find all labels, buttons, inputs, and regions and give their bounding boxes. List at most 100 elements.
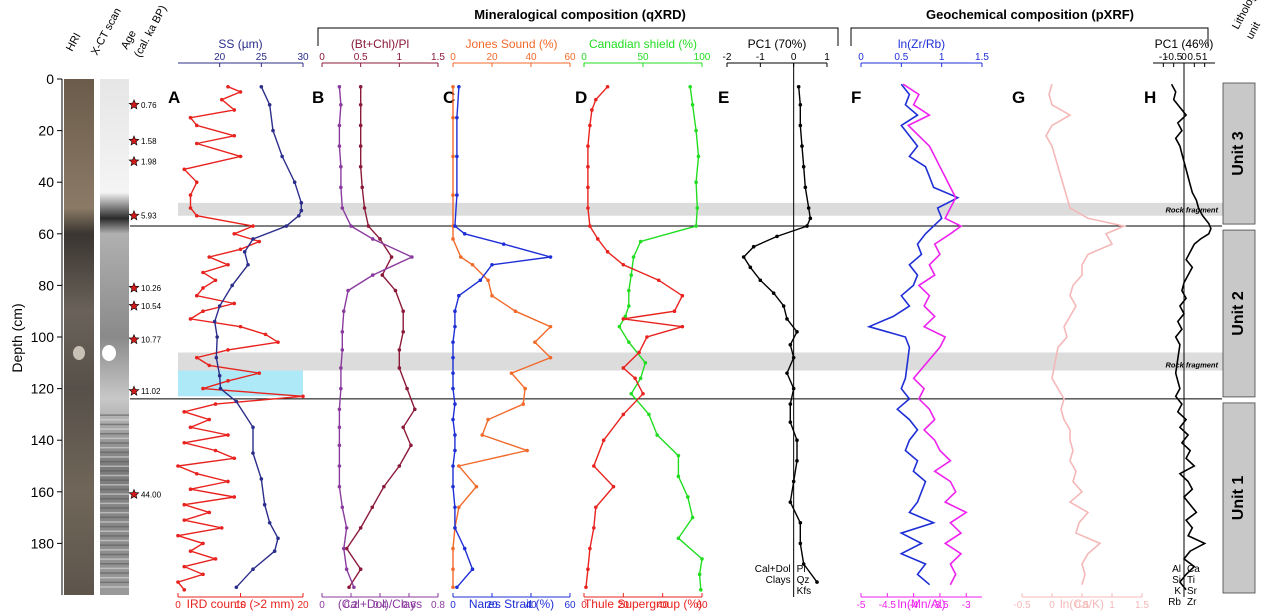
series-line-F-zr — [866, 83, 960, 586]
data-point-A-ss — [262, 502, 267, 507]
bottom-tick-label-D: 20 — [618, 600, 630, 611]
data-point-B-caldol — [352, 585, 356, 590]
data-point-A-ird — [201, 270, 205, 275]
data-point-C-jones — [548, 355, 553, 360]
data-point-C-nares — [457, 84, 461, 89]
hri-core-image — [64, 79, 94, 595]
top-axis-label-D: Canadian shield (%) — [589, 37, 697, 51]
bottom-tick-label-A: 10 — [235, 600, 247, 611]
data-point-C-jones — [509, 371, 514, 375]
data-point-D-shield — [629, 391, 633, 396]
data-point-D-shield — [688, 84, 692, 89]
pc-end-label-right-E: Kfs — [797, 586, 811, 597]
series-line-A-ss — [213, 86, 302, 588]
data-point-A-ird — [182, 167, 187, 172]
data-point-E-pc1 — [798, 123, 803, 128]
pc-end-label-right-E: Qz — [797, 575, 810, 586]
data-point-D-thule — [594, 97, 598, 102]
data-point-A-ird — [182, 440, 187, 445]
data-point-C-jones — [548, 324, 553, 329]
top-axis-label-H: PC1 (46%) — [1155, 37, 1214, 51]
depth-tick-label: 80 — [38, 277, 54, 293]
data-point-E-pc1 — [795, 438, 799, 443]
data-point-C-jones — [451, 585, 455, 590]
data-point-C-nares — [478, 278, 483, 283]
section-headers: Mineralogical composition (qXRD) Geochem… — [317, 7, 1209, 46]
data-point-A-ird — [188, 115, 193, 120]
top-tick-label-F: 1 — [939, 52, 945, 63]
data-point-B-caldol — [337, 407, 342, 412]
xct-band — [100, 488, 129, 491]
data-point-E-pc1 — [775, 234, 779, 239]
data-point-E-pc1 — [791, 355, 796, 360]
data-point-B-btchl — [397, 366, 402, 370]
data-point-C-jones — [451, 154, 455, 159]
xct-band — [100, 428, 129, 430]
data-point-E-pc1 — [748, 265, 753, 270]
data-point-C-nares — [453, 402, 457, 406]
bottom-tick-label-F: -5 — [857, 600, 866, 611]
bottom-tick-label-G: 0 — [1049, 600, 1055, 611]
data-point-D-shield — [700, 557, 704, 561]
pc-end-label-right-H: Sr — [1187, 586, 1198, 597]
data-point-E-pc1 — [785, 371, 789, 375]
data-point-D-shield — [686, 495, 690, 499]
depth-tick-label: 140 — [31, 432, 55, 448]
data-point-A-ird — [263, 332, 268, 337]
age-label: 5.93 — [141, 212, 157, 221]
bottom-tick-label-B: 0.2 — [344, 600, 358, 611]
data-point-A-ird — [238, 324, 243, 329]
data-point-A-ird — [194, 213, 199, 218]
depth-axis-label: Depth (cm) — [9, 303, 25, 372]
data-point-A-ird — [176, 464, 180, 468]
top-tick-label-C: 0 — [450, 52, 456, 63]
core-images: HRI X-CT scan Age (cal. ka BP) — [64, 4, 169, 595]
data-point-D-shield — [696, 154, 701, 159]
data-point-B-btchl — [358, 123, 363, 128]
data-point-D-thule — [586, 567, 590, 571]
unit-label: Unit 2 — [1230, 291, 1247, 336]
data-point-C-jones — [474, 484, 479, 489]
bottom-axis-label-G: ln(Ca/K) — [1060, 597, 1104, 611]
age-label: 10.77 — [141, 336, 162, 345]
bottom-tick-label-B: 0 — [319, 600, 325, 611]
data-point-B-btchl — [378, 237, 382, 241]
top-tick-label-C: 20 — [486, 52, 498, 63]
data-point-B-caldol — [339, 386, 343, 391]
xct-label: X-CT scan — [89, 6, 124, 57]
data-point-B-caldol — [337, 425, 342, 430]
xct-band — [100, 414, 129, 416]
top-tick-label-B: 0 — [319, 52, 325, 63]
data-point-D-shield — [694, 128, 698, 133]
data-point-D-shield — [699, 588, 703, 592]
data-point-A-ird — [226, 84, 230, 89]
data-point-A-ird — [201, 572, 205, 577]
data-point-C-jones — [451, 115, 455, 120]
top-axis-label-A: SS (µm) — [218, 37, 262, 51]
age-star-icon — [128, 385, 140, 396]
hri-label: HRI — [64, 31, 83, 53]
bottom-tick-label-B: 0.4 — [373, 600, 387, 611]
data-point-B-caldol — [339, 164, 343, 169]
data-point-C-nares — [453, 448, 457, 453]
panel-letter-A: A — [168, 88, 180, 107]
data-point-D-shield — [655, 433, 659, 437]
data-point-E-pc1 — [795, 330, 799, 334]
data-point-D-thule — [605, 250, 610, 254]
data-point-E-pc1 — [808, 216, 813, 221]
data-point-C-nares — [455, 154, 459, 159]
series-line-C-nares — [452, 86, 551, 588]
top-tick-label-A: 30 — [297, 52, 309, 63]
data-point-A-ird — [226, 262, 230, 267]
data-point-B-btchl — [389, 255, 394, 259]
data-point-B-caldol — [370, 273, 375, 277]
data-point-B-caldol — [346, 288, 350, 293]
bottom-tick-label-F: -4.5 — [879, 600, 897, 611]
top-tick-label-F: 0.5 — [894, 52, 908, 63]
top-tick-label-E: -1 — [756, 52, 765, 63]
data-point-E-pc1 — [788, 342, 793, 347]
data-point-D-thule — [588, 224, 592, 228]
data-point-A-ss — [234, 585, 239, 590]
data-point-D-shield — [638, 376, 643, 381]
